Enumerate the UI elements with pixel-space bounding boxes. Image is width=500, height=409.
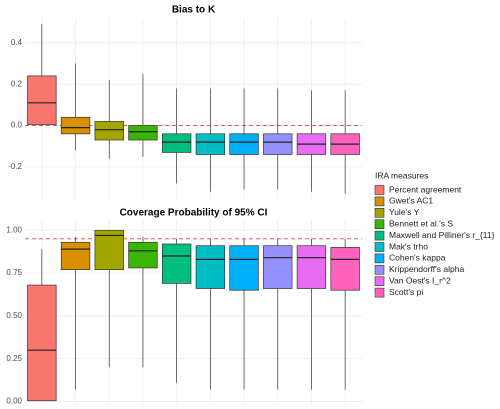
box bbox=[27, 284, 57, 402]
box bbox=[263, 245, 293, 289]
legend-key bbox=[374, 185, 385, 195]
box bbox=[128, 125, 158, 141]
legend-key bbox=[374, 208, 385, 218]
box bbox=[229, 133, 259, 155]
legend-label: Percent agreement bbox=[389, 184, 462, 194]
box bbox=[330, 247, 360, 291]
chart-title: Bias to K bbox=[172, 5, 216, 16]
legend-label: Maxwell and Pilliner's r_{11} bbox=[389, 230, 495, 240]
y-tick-label: 0.2 bbox=[11, 79, 23, 88]
legend-label: Yule's Y bbox=[389, 207, 420, 217]
box bbox=[161, 243, 192, 284]
y-tick-label: 0.0 bbox=[11, 121, 23, 130]
legend-label: Van Oest's I_r^2 bbox=[389, 275, 451, 285]
box bbox=[128, 241, 158, 269]
box bbox=[296, 245, 327, 289]
legend-key bbox=[374, 219, 385, 229]
chart-title: Coverage Probability of 95% CI bbox=[120, 208, 268, 219]
y-tick-label: 0.75 bbox=[6, 268, 22, 277]
box bbox=[229, 245, 259, 291]
box bbox=[27, 75, 57, 125]
box bbox=[94, 121, 124, 141]
legend-label: Gwet's AC1 bbox=[389, 196, 433, 206]
legend-key bbox=[374, 287, 385, 298]
legend-key bbox=[374, 253, 385, 264]
legend-label: Scott's pi bbox=[389, 287, 423, 297]
legend-label: Bennett et al.'s S bbox=[389, 218, 453, 228]
legend-key bbox=[374, 276, 385, 287]
y-tick-label: 0.25 bbox=[6, 354, 22, 363]
legend-key bbox=[374, 230, 385, 241]
legend-key bbox=[374, 196, 385, 207]
legend-label: Krippendorff's alpha bbox=[389, 264, 464, 274]
y-tick-label: 0.50 bbox=[6, 311, 22, 320]
legend-label: Mak's trho bbox=[389, 241, 428, 251]
box bbox=[195, 245, 226, 289]
legend-key bbox=[374, 264, 385, 275]
box bbox=[263, 133, 293, 155]
box bbox=[94, 229, 124, 271]
y-tick-label: 1.00 bbox=[6, 225, 22, 234]
box bbox=[60, 116, 91, 135]
box bbox=[60, 241, 91, 271]
legend-title: IRA measures bbox=[375, 170, 428, 180]
box bbox=[161, 133, 192, 153]
y-tick-label: -0.2 bbox=[8, 162, 22, 171]
legend-label: Cohen's kappa bbox=[389, 253, 446, 263]
legend-key bbox=[374, 242, 385, 252]
y-tick-label: 0.4 bbox=[11, 38, 23, 47]
box bbox=[195, 133, 226, 155]
y-tick-label: 0.00 bbox=[6, 397, 22, 406]
